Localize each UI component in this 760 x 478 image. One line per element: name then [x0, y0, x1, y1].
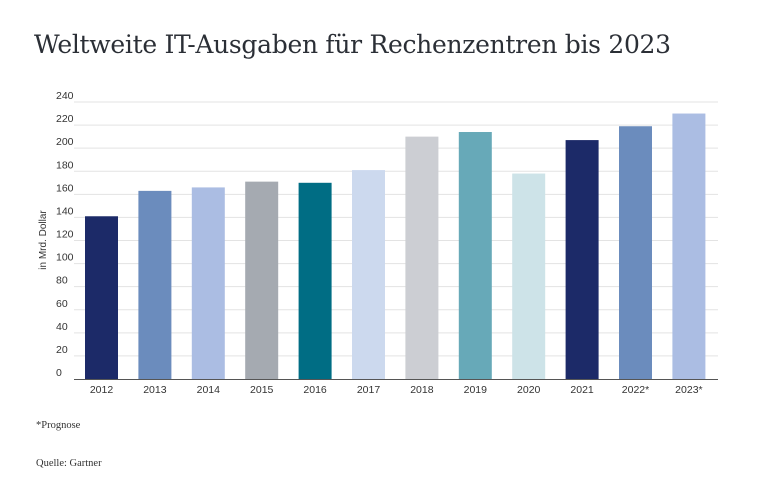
x-axis-ticks: 2012 2013 2014 2015 2016 2017 2018 2019 2020 2021… [90, 384, 703, 396]
chart-title: Weltweite IT-Ausgaben für Rechenzentren … [34, 30, 671, 59]
gridlines [74, 101, 718, 357]
x-tick-label: 2014 [197, 384, 221, 396]
x-tick-label: 2023* [675, 384, 702, 396]
bar-2019 [458, 132, 492, 379]
bar-2014 [191, 187, 225, 379]
bar-2020 [512, 173, 546, 379]
bar-2015 [245, 181, 279, 379]
y-tick-label: 180 [56, 159, 74, 171]
footnote-prognose: *Prognose [36, 420, 81, 431]
y-tick-label: 0 [56, 367, 62, 379]
y-tick-label: 60 [56, 298, 68, 310]
x-tick-label: 2017 [357, 384, 381, 396]
x-tick-label: 2018 [410, 384, 434, 396]
x-tick-label: 2013 [143, 384, 167, 396]
bar-2022 [619, 126, 652, 379]
bar-2016 [298, 182, 332, 379]
bar-2017 [352, 170, 385, 379]
y-axis-label: in Mrd. Dollar [38, 210, 49, 270]
y-tick-label: 140 [56, 205, 74, 217]
y-tick-label: 120 [56, 229, 74, 241]
bars [85, 113, 706, 380]
y-tick-label: 220 [56, 113, 74, 125]
x-tick-label: 2021 [570, 384, 594, 396]
y-tick-label: 200 [56, 136, 74, 148]
x-tick-label: 2022* [622, 384, 649, 396]
x-tick-label: 2012 [90, 384, 114, 396]
bar-2012 [85, 216, 118, 379]
y-tick-label: 80 [56, 275, 68, 287]
y-tick-label: 100 [56, 252, 74, 264]
x-tick-label: 2015 [250, 384, 274, 396]
x-tick-label: 2019 [464, 384, 488, 396]
x-tick-label: 2020 [517, 384, 541, 396]
y-tick-label: 40 [56, 321, 68, 333]
y-tick-label: 20 [56, 344, 68, 356]
y-tick-label: 160 [56, 182, 74, 194]
y-tick-label: 240 [56, 90, 74, 102]
x-tick-label: 2016 [303, 384, 327, 396]
y-axis-ticks: 0 20 40 60 80 100 120 140 160 180 200 220 240 [56, 90, 74, 379]
footnote-source: Quelle: Gartner [36, 458, 102, 469]
bar-2013 [138, 190, 172, 379]
bar-2023 [672, 113, 706, 380]
bar-2018 [405, 136, 439, 379]
bar-2021 [565, 140, 599, 379]
